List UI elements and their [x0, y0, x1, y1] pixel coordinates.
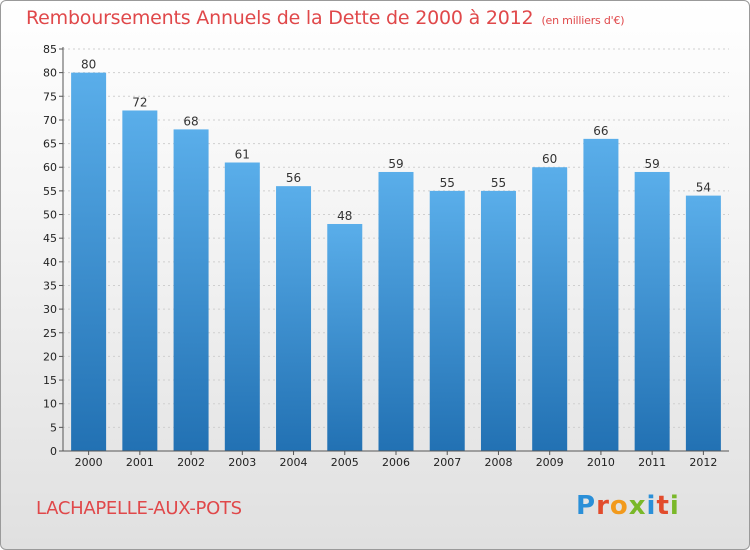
y-tick-label: 55 [43, 185, 57, 198]
bar [276, 186, 312, 451]
y-tick-label: 60 [43, 161, 57, 174]
x-tick-label: 2011 [638, 456, 666, 469]
x-tick-label: 2005 [331, 456, 359, 469]
y-tick-label: 85 [43, 43, 57, 56]
x-tick-label: 2008 [484, 456, 512, 469]
logo-letter: P [576, 491, 597, 521]
y-tick-label: 0 [50, 445, 57, 458]
logo-letter: i [646, 491, 657, 521]
bar [532, 167, 568, 451]
bar [327, 223, 363, 451]
y-tick-label: 30 [43, 303, 57, 316]
bar [173, 129, 209, 451]
bar-value-label: 55 [491, 176, 506, 190]
y-tick-label: 35 [43, 279, 57, 292]
logo-letter: i [669, 491, 680, 521]
bar-value-label: 66 [593, 124, 608, 138]
proxiti-logo[interactable]: Proxiti [576, 491, 680, 521]
chart-unit: (en milliers d'€) [541, 14, 625, 27]
logo-letter: x [628, 491, 647, 521]
bar-value-label: 55 [440, 176, 455, 190]
bar [429, 190, 465, 451]
y-tick-label: 10 [43, 398, 57, 411]
bar-value-label: 59 [388, 157, 403, 171]
x-tick-label: 2009 [536, 456, 564, 469]
y-tick-label: 65 [43, 138, 57, 151]
bar-value-label: 68 [183, 114, 198, 128]
bar-value-label: 61 [235, 148, 250, 162]
bar [71, 72, 107, 451]
x-tick-label: 2001 [126, 456, 154, 469]
bar-value-label: 60 [542, 152, 557, 166]
x-tick-label: 2004 [280, 456, 308, 469]
x-axis: 2000 2001 2002 2003 2004 2005 2006 2007 2008 2009… [63, 450, 729, 469]
chart-title-text: Remboursements Annuels de la Dette de 20… [26, 7, 534, 29]
bar [583, 138, 619, 451]
x-tick-label: 2003 [228, 456, 256, 469]
y-tick-label: 40 [43, 256, 57, 269]
y-tick-label: 70 [43, 114, 57, 127]
y-tick-label: 80 [43, 67, 57, 80]
bar-value-label: 59 [645, 157, 660, 171]
bar [378, 171, 414, 451]
x-tick-label: 2006 [382, 456, 410, 469]
bar [480, 190, 516, 451]
bar-value-label: 48 [337, 209, 352, 223]
logo-letter: t [656, 491, 670, 521]
bar-value-label: 72 [132, 95, 147, 109]
x-tick-label: 2002 [177, 456, 205, 469]
x-tick-label: 2012 [689, 456, 717, 469]
bar-value-label: 80 [81, 58, 96, 72]
y-tick-label: 50 [43, 209, 57, 222]
y-tick-label: 45 [43, 232, 57, 245]
logo-letter: o [609, 491, 629, 521]
y-tick-label: 15 [43, 374, 57, 387]
y-tick-label: 20 [43, 350, 57, 363]
bar-value-label: 54 [696, 181, 711, 195]
y-tick-label: 5 [50, 421, 57, 434]
bar [685, 195, 721, 451]
chart-title: Remboursements Annuels de la Dette de 20… [26, 7, 625, 29]
logo-letter: r [596, 491, 610, 521]
y-tick-label: 25 [43, 327, 57, 340]
x-tick-label: 2010 [587, 456, 615, 469]
bar-value-label: 56 [286, 171, 301, 185]
x-tick-label: 2000 [75, 456, 103, 469]
bar [634, 171, 670, 451]
bar [122, 110, 158, 451]
y-axis: 0 5 10 15 20 25 30 35 40 45 50 55 60 65 70 75 80 85 [43, 43, 64, 458]
y-tick-label: 75 [43, 90, 57, 103]
commune-name: LACHAPELLE-AUX-POTS [36, 498, 242, 519]
bar [224, 162, 260, 451]
bars: 80 72 68 61 56 48 59 55 55 60 66 59 54 [71, 58, 721, 451]
x-tick-label: 2007 [433, 456, 461, 469]
